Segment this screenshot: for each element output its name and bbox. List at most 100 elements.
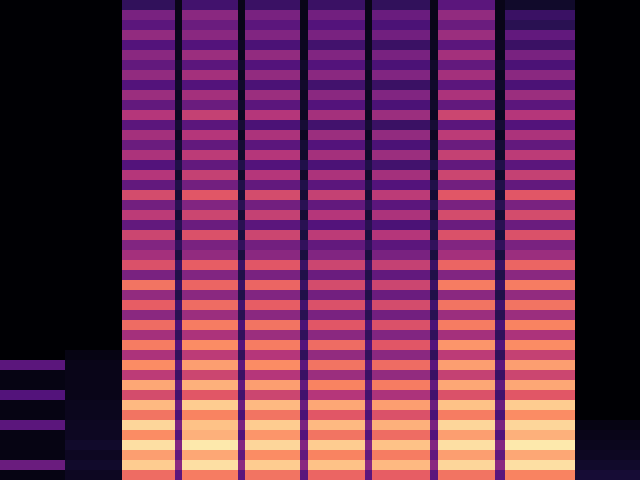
heat-cell: [365, 310, 372, 320]
heat-cell: [438, 170, 495, 180]
heat-cell: [182, 460, 238, 470]
heat-cell: [505, 140, 575, 150]
heat-cell: [65, 370, 122, 380]
heat-cell: [575, 280, 640, 290]
heat-cell: [0, 330, 65, 340]
heat-cell: [65, 430, 122, 440]
heat-cell: [495, 460, 505, 470]
heat-cell: [365, 180, 372, 190]
heat-cell: [65, 400, 122, 410]
heat-cell: [430, 330, 438, 340]
heat-cell: [300, 150, 308, 160]
heat-cell: [300, 40, 308, 50]
heat-cell: [308, 70, 365, 80]
heat-cell: [65, 390, 122, 400]
heat-cell: [308, 110, 365, 120]
heat-cell: [238, 130, 245, 140]
heat-cell: [175, 400, 182, 410]
heat-cell: [300, 350, 308, 360]
heat-cell: [0, 410, 65, 420]
heat-cell: [65, 60, 122, 70]
heat-cell: [495, 430, 505, 440]
heat-cell: [308, 300, 365, 310]
heat-cell: [308, 430, 365, 440]
heat-cell: [0, 310, 65, 320]
heat-cell: [430, 10, 438, 20]
heat-cell: [65, 310, 122, 320]
heat-cell: [0, 0, 65, 10]
heat-cell: [308, 20, 365, 30]
heat-cell: [430, 410, 438, 420]
heat-cell: [430, 450, 438, 460]
heat-cell: [365, 240, 372, 250]
heat-cell: [430, 400, 438, 410]
heat-cell: [505, 160, 575, 170]
heat-cell: [122, 330, 175, 340]
heat-cell: [430, 20, 438, 30]
heat-cell: [505, 40, 575, 50]
heat-cell: [300, 410, 308, 420]
heat-cell: [122, 360, 175, 370]
heat-cell: [238, 400, 245, 410]
heat-cell: [300, 290, 308, 300]
heat-cell: [495, 340, 505, 350]
heat-cell: [430, 150, 438, 160]
heat-cell: [308, 170, 365, 180]
heat-cell: [505, 400, 575, 410]
heat-cell: [430, 0, 438, 10]
heat-cell: [245, 390, 300, 400]
heat-cell: [308, 120, 365, 130]
heat-cell: [372, 350, 430, 360]
heat-cell: [575, 120, 640, 130]
heat-cell: [495, 180, 505, 190]
heat-cell: [65, 460, 122, 470]
heat-cell: [245, 160, 300, 170]
heat-cell: [372, 280, 430, 290]
heat-cell: [372, 360, 430, 370]
heat-cell: [122, 130, 175, 140]
heat-cell: [65, 330, 122, 340]
heat-cell: [182, 310, 238, 320]
heat-cell: [182, 270, 238, 280]
heat-cell: [65, 110, 122, 120]
heat-cell: [438, 90, 495, 100]
heat-cell: [0, 80, 65, 90]
heat-cell: [238, 280, 245, 290]
heat-cell: [505, 200, 575, 210]
heat-cell: [505, 120, 575, 130]
heat-cell: [65, 440, 122, 450]
heat-cell: [365, 10, 372, 20]
heat-cell: [175, 430, 182, 440]
heat-cell: [245, 340, 300, 350]
heat-cell: [65, 250, 122, 260]
heat-cell: [372, 310, 430, 320]
heat-cell: [300, 430, 308, 440]
heat-cell: [122, 240, 175, 250]
heat-cell: [300, 300, 308, 310]
heat-cell: [182, 470, 238, 480]
heat-cell: [238, 210, 245, 220]
heat-cell: [430, 80, 438, 90]
heat-cell: [505, 290, 575, 300]
heat-cell: [245, 310, 300, 320]
heat-cell: [438, 30, 495, 40]
heat-cell: [238, 290, 245, 300]
heat-cell: [300, 120, 308, 130]
heat-cell: [365, 130, 372, 140]
heat-cell: [245, 10, 300, 20]
heat-cell: [505, 320, 575, 330]
heat-cell: [505, 280, 575, 290]
heat-cell: [372, 10, 430, 20]
heat-cell: [430, 240, 438, 250]
heat-cell: [430, 110, 438, 120]
heat-cell: [300, 340, 308, 350]
heat-cell: [122, 280, 175, 290]
heat-cell: [122, 390, 175, 400]
heat-cell: [300, 10, 308, 20]
heat-cell: [575, 130, 640, 140]
heat-cell: [122, 230, 175, 240]
heat-cell: [182, 430, 238, 440]
heat-cell: [495, 450, 505, 460]
heat-cell: [438, 220, 495, 230]
heat-cell: [365, 470, 372, 480]
